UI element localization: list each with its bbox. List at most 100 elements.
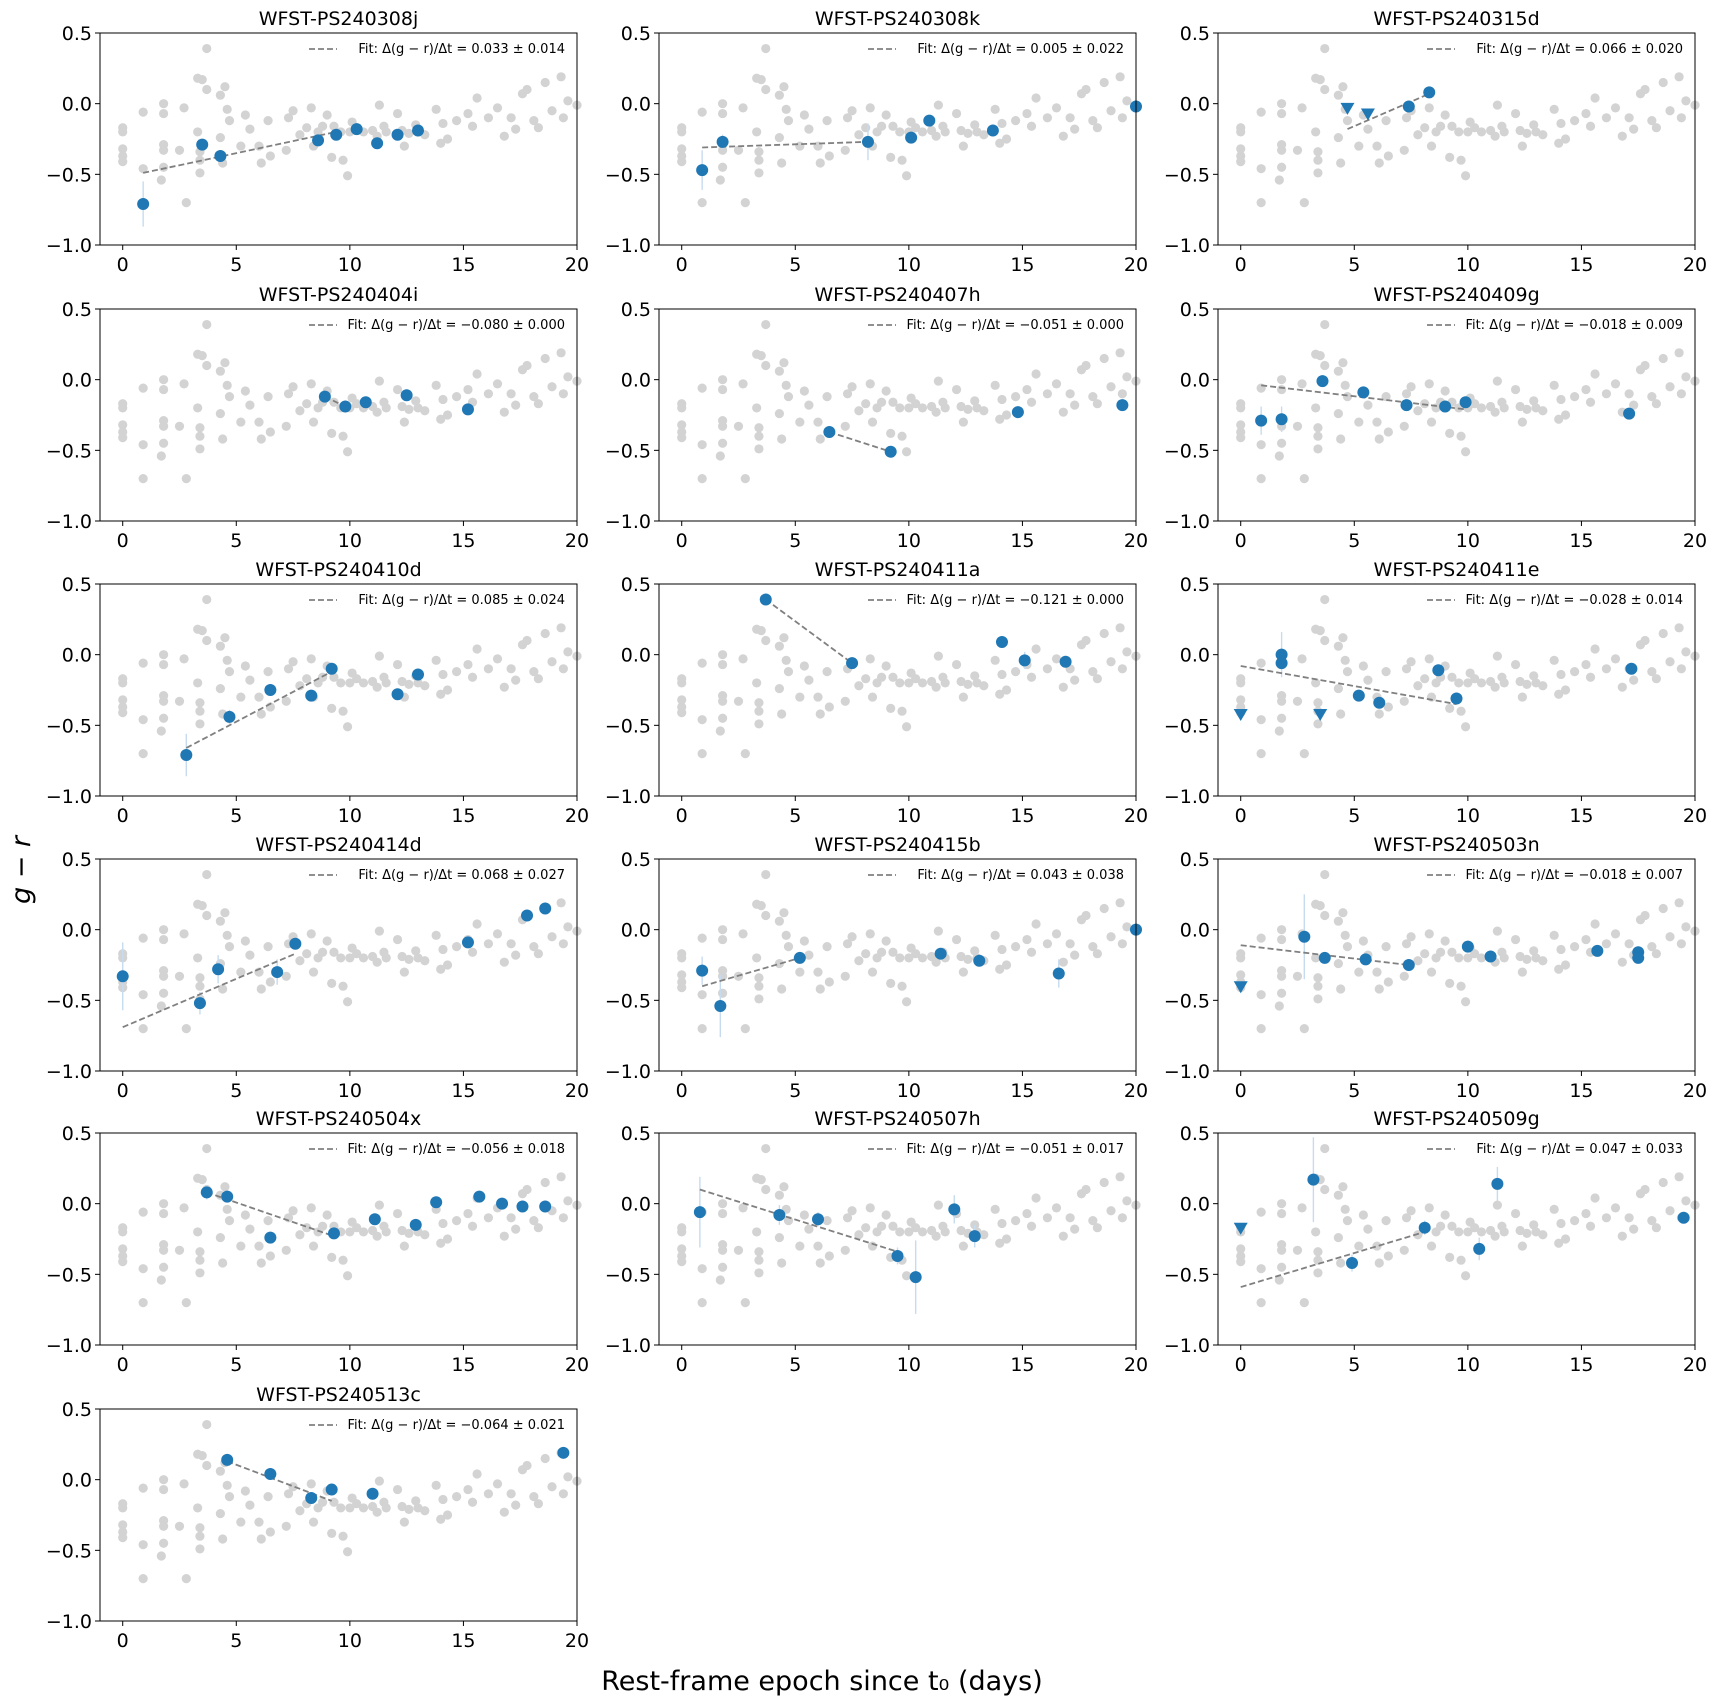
background-point xyxy=(295,406,305,416)
background-point xyxy=(774,958,784,969)
background-point xyxy=(197,626,207,636)
background-point xyxy=(181,1024,191,1034)
background-point xyxy=(1336,158,1346,168)
y-tick-label: 0.0 xyxy=(62,1194,92,1216)
background-point xyxy=(1051,654,1062,664)
background-point xyxy=(931,131,941,141)
background-point xyxy=(322,1210,332,1220)
background-point xyxy=(245,400,255,410)
data-point xyxy=(521,909,534,922)
background-point xyxy=(529,392,539,402)
background-point xyxy=(697,990,707,1000)
background-point xyxy=(533,949,543,959)
x-tick-label: 5 xyxy=(1348,1080,1360,1102)
background-point xyxy=(897,431,907,441)
background-point xyxy=(1122,647,1132,657)
background-point xyxy=(1420,674,1430,684)
background-point xyxy=(1447,947,1457,957)
background-point xyxy=(1624,1213,1634,1223)
background-point xyxy=(308,1241,319,1251)
background-point xyxy=(813,692,823,702)
background-point xyxy=(677,674,687,684)
background-point xyxy=(1106,932,1116,942)
background-point xyxy=(1420,949,1430,959)
background-point xyxy=(958,692,968,702)
x-tick-label: 10 xyxy=(897,1354,921,1376)
panel-title: WFST-PS240411a xyxy=(815,559,981,581)
background-point xyxy=(761,43,771,54)
background-point xyxy=(1658,77,1668,88)
background-point xyxy=(1117,113,1127,123)
data-point xyxy=(773,1208,786,1221)
background-point xyxy=(195,719,205,729)
background-point xyxy=(677,695,687,705)
background-point xyxy=(1445,152,1455,162)
background-point xyxy=(1517,967,1527,977)
background-point xyxy=(877,121,887,131)
fit-line xyxy=(142,131,337,174)
data-point xyxy=(221,1190,234,1203)
background-point xyxy=(118,708,128,718)
background-point xyxy=(399,417,409,427)
background-point xyxy=(777,434,787,444)
background-point xyxy=(329,947,339,957)
background-point xyxy=(374,651,384,661)
background-point xyxy=(1560,1234,1571,1244)
background-point xyxy=(867,967,878,977)
background-point xyxy=(933,1200,943,1210)
background-point xyxy=(322,936,332,946)
background-point xyxy=(202,319,212,330)
background-point xyxy=(1256,990,1266,1000)
background-point xyxy=(179,103,189,113)
background-point xyxy=(483,939,494,949)
data-point xyxy=(305,689,318,702)
background-point xyxy=(159,1521,169,1531)
background-point xyxy=(327,1528,337,1538)
y-tick-label: 0.0 xyxy=(62,370,92,392)
background-point xyxy=(740,474,750,484)
y-axis-label: g − r xyxy=(6,834,37,904)
background-point xyxy=(1236,399,1246,409)
background-point xyxy=(195,431,205,441)
background-point xyxy=(718,145,728,155)
background-point xyxy=(220,358,230,368)
background-point xyxy=(195,1255,205,1265)
background-point xyxy=(1277,925,1287,935)
background-point xyxy=(179,654,189,664)
background-point xyxy=(372,407,382,417)
y-tick-label: −1.0 xyxy=(605,511,651,533)
background-point xyxy=(224,116,235,126)
background-point xyxy=(1311,403,1321,413)
background-point xyxy=(1277,988,1287,998)
background-point xyxy=(556,898,566,908)
x-tick-label: 5 xyxy=(1348,530,1360,552)
background-point xyxy=(1401,664,1412,674)
background-point xyxy=(1333,1232,1343,1243)
background-point xyxy=(881,110,891,120)
background-point xyxy=(1313,981,1323,991)
background-point xyxy=(1640,360,1650,371)
x-tick-label: 20 xyxy=(1124,530,1148,552)
background-point xyxy=(399,141,409,151)
background-point xyxy=(677,123,687,133)
background-point xyxy=(265,427,275,437)
background-point xyxy=(718,108,728,119)
x-tick-label: 20 xyxy=(1683,1354,1707,1376)
background-point xyxy=(1297,103,1307,113)
background-point xyxy=(1454,127,1464,137)
background-point xyxy=(799,1210,809,1220)
background-point xyxy=(431,104,441,114)
background-point xyxy=(256,984,266,994)
legend-label: Fit: Δ(g − r)/Δt = 0.085 ± 0.024 xyxy=(358,593,565,608)
background-point xyxy=(1585,397,1596,407)
background-point xyxy=(1011,116,1021,126)
background-point xyxy=(179,929,189,939)
background-point xyxy=(1236,674,1246,684)
background-point xyxy=(1401,113,1412,123)
background-point xyxy=(352,1499,362,1509)
data-point xyxy=(1484,950,1497,963)
y-tick-label: −1.0 xyxy=(1164,235,1210,257)
axes-frame xyxy=(658,858,1137,1072)
data-point xyxy=(400,389,413,402)
